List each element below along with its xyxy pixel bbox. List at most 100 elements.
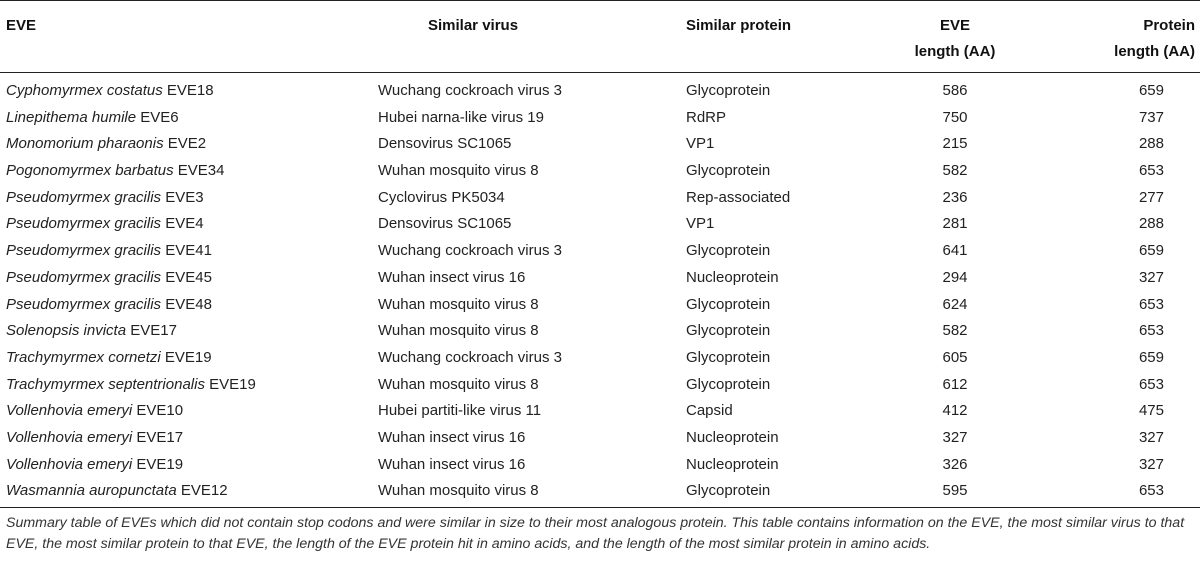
- cell-eve: Wasmannia auropunctata EVE12: [6, 481, 228, 501]
- cell-protein-length: 659: [1138, 242, 1164, 260]
- cell-similar-virus: Cyclovirus PK5034: [378, 188, 505, 206]
- table-caption: Summary table of EVEs which did not cont…: [6, 515, 1185, 552]
- table-row: Monomorium pharaonis EVE2 Densovirus SC10…: [0, 131, 1200, 158]
- cell-eve-id: EVE17: [130, 322, 177, 340]
- cell-eve-id: EVE48: [165, 295, 212, 313]
- cell-similar-virus: Densovirus SC1065: [378, 135, 512, 153]
- cell-similar-virus: Wuhan mosquito virus 8: [378, 375, 539, 393]
- table-row: Linepithema humile EVE6 Hubei narna-like …: [0, 105, 1200, 132]
- header-protein-length-line2: length (AA): [1114, 43, 1195, 60]
- cell-species: Monomorium pharaonis: [6, 135, 164, 153]
- cell-protein-length: 653: [1138, 322, 1164, 340]
- cell-eve: Vollenhovia emeryi EVE19: [6, 455, 183, 475]
- cell-similar-virus: Hubei narna-like virus 19: [378, 108, 544, 126]
- cell-eve-id: EVE34: [177, 162, 225, 180]
- table-row: Pseudomyrmex gracilis EVE41 Wuchang cockr…: [0, 238, 1200, 265]
- cell-similar-protein: Nucleoprotein: [686, 455, 779, 473]
- table-top-rule: [0, 0, 1200, 1]
- cell-species: Pseudomyrmex gracilis: [6, 215, 162, 233]
- cell-species: Vollenhovia emeryi: [6, 428, 133, 446]
- table-row: Vollenhovia emeryi EVE17 Wuhan insect vir…: [0, 425, 1200, 452]
- cell-species: Trachymyrmex septentrionalis: [6, 375, 205, 393]
- cell-similar-virus: Hubei partiti-like virus 11: [378, 402, 542, 420]
- cell-similar-virus: Wuchang cockroach virus 3: [378, 348, 562, 366]
- cell-eve-length: 612: [942, 375, 968, 393]
- cell-eve: Linepithema humile EVE6: [6, 108, 179, 128]
- cell-species: Pseudomyrmex gracilis: [6, 188, 162, 206]
- cell-similar-protein: Rep-associated: [686, 188, 791, 206]
- table-body: Cyphomyrmex costatus EVE18 Wuchang cockro…: [0, 78, 1200, 505]
- cell-eve-id: EVE19: [209, 375, 256, 393]
- cell-species: Pseudomyrmex gracilis: [6, 242, 162, 260]
- cell-species: Vollenhovia emeryi: [6, 455, 133, 473]
- cell-protein-length: 737: [1138, 108, 1164, 126]
- cell-similar-virus: Wuhan mosquito virus 8: [378, 162, 539, 180]
- table-row: Vollenhovia emeryi EVE19 Wuhan insect vir…: [0, 452, 1200, 479]
- cell-eve: Trachymyrmex septentrionalis EVE19: [6, 375, 256, 395]
- cell-similar-protein: Glycoprotein: [686, 322, 771, 340]
- cell-protein-length: 288: [1138, 215, 1164, 233]
- cell-protein-length: 277: [1138, 188, 1164, 206]
- cell-eve-id: EVE12: [180, 482, 228, 500]
- cell-eve: Trachymyrmex cornetzi EVE19: [6, 348, 212, 368]
- cell-similar-protein: Nucleoprotein: [686, 428, 779, 446]
- cell-eve-length: 215: [942, 135, 968, 153]
- table-row: Pseudomyrmex gracilis EVE4 Densovirus SC1…: [0, 211, 1200, 238]
- cell-eve-id: EVE19: [136, 455, 184, 473]
- cell-similar-virus: Wuhan mosquito virus 8: [378, 322, 539, 340]
- header-protein-length: Protein length (AA): [1050, 13, 1195, 65]
- cell-eve: Pogonomyrmex barbatus EVE34: [6, 161, 224, 181]
- cell-protein-length: 653: [1138, 375, 1164, 393]
- header-eve-length: EVE length (AA): [890, 13, 1020, 65]
- cell-eve-length: 605: [942, 348, 968, 366]
- cell-similar-protein: Glycoprotein: [686, 242, 771, 260]
- cell-eve-length: 595: [942, 482, 968, 500]
- cell-similar-virus: Wuhan insect virus 16: [378, 268, 526, 286]
- cell-similar-protein: Glycoprotein: [686, 162, 771, 180]
- cell-eve-id: EVE19: [164, 348, 212, 366]
- cell-similar-virus: Wuhan mosquito virus 8: [378, 295, 539, 313]
- cell-species: Wasmannia auropunctata: [6, 482, 177, 500]
- cell-protein-length: 288: [1138, 135, 1164, 153]
- table-row: Vollenhovia emeryi EVE10 Hubei partiti-li…: [0, 398, 1200, 425]
- cell-eve: Solenopsis invicta EVE17: [6, 321, 177, 341]
- cell-similar-virus: Wuchang cockroach virus 3: [378, 242, 562, 260]
- cell-eve: Pseudomyrmex gracilis EVE41: [6, 241, 212, 261]
- cell-similar-protein: Glycoprotein: [686, 295, 771, 313]
- header-eve: EVE: [6, 17, 37, 34]
- cell-eve-id: EVE2: [167, 135, 207, 153]
- cell-similar-protein: RdRP: [686, 108, 727, 126]
- cell-species: Trachymyrmex cornetzi: [6, 348, 161, 366]
- cell-eve-id: EVE45: [165, 268, 212, 286]
- table-row: Solenopsis invicta EVE17 Wuhan mosquito v…: [0, 318, 1200, 345]
- cell-eve-length: 582: [942, 162, 968, 180]
- header-similar-virus: Similar virus: [428, 17, 519, 34]
- cell-protein-length: 475: [1138, 402, 1164, 420]
- cell-protein-length: 327: [1138, 268, 1164, 286]
- cell-eve-length: 641: [942, 242, 968, 260]
- table-row: Pogonomyrmex barbatus EVE34 Wuhan mosquit…: [0, 158, 1200, 185]
- cell-eve-length: 624: [942, 295, 968, 313]
- cell-eve-length: 294: [942, 268, 968, 286]
- cell-eve-id: EVE17: [136, 428, 184, 446]
- table-row: Pseudomyrmex gracilis EVE3 Cyclovirus PK5…: [0, 185, 1200, 212]
- table-row: Pseudomyrmex gracilis EVE48 Wuhan mosquit…: [0, 292, 1200, 319]
- table-row: Cyphomyrmex costatus EVE18 Wuchang cockro…: [0, 78, 1200, 105]
- cell-similar-protein: Glycoprotein: [686, 82, 771, 99]
- cell-eve-id: EVE41: [165, 242, 212, 260]
- cell-similar-protein: Glycoprotein: [686, 375, 771, 393]
- cell-eve-length: 326: [942, 455, 968, 473]
- table-row: Pseudomyrmex gracilis EVE45 Wuhan insect …: [0, 265, 1200, 292]
- cell-similar-virus: Densovirus SC1065: [378, 215, 512, 233]
- cell-protein-length: 327: [1138, 455, 1164, 473]
- cell-similar-protein: VP1: [686, 215, 715, 233]
- header-similar-protein: Similar protein: [686, 17, 792, 34]
- cell-similar-protein: Glycoprotein: [686, 348, 771, 366]
- header-divider-rule: [0, 72, 1200, 73]
- cell-eve-length: 750: [942, 108, 968, 126]
- cell-eve: Cyphomyrmex costatus EVE18: [6, 81, 214, 101]
- cell-eve: Vollenhovia emeryi EVE10: [6, 401, 183, 421]
- cell-protein-length: 653: [1138, 482, 1164, 500]
- cell-protein-length: 653: [1138, 295, 1164, 313]
- cell-species: Vollenhovia emeryi: [6, 402, 133, 420]
